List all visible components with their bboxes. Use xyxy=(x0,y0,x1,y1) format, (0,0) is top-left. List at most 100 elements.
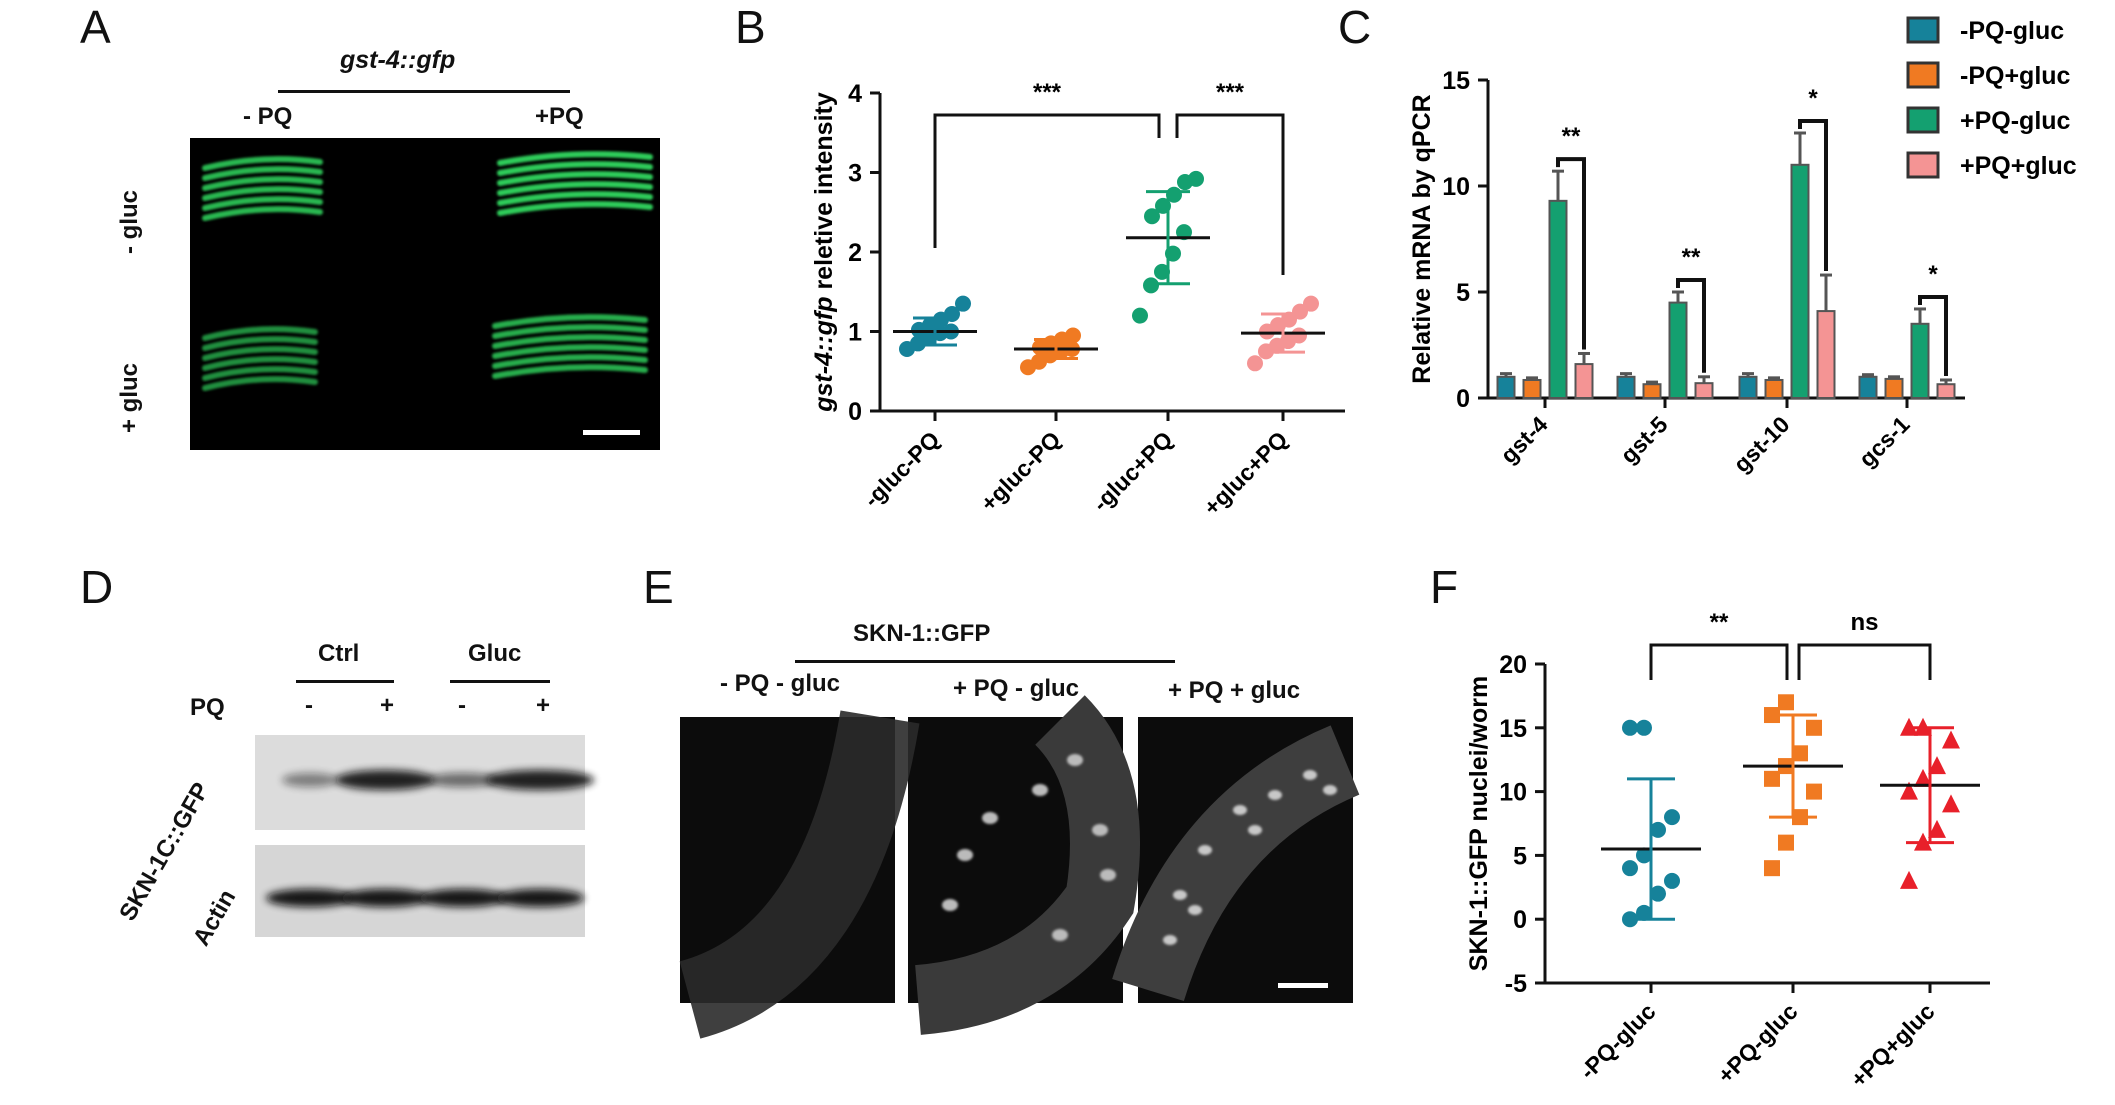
worm-shape xyxy=(202,166,323,181)
nucleus xyxy=(1268,790,1282,800)
bar xyxy=(1616,375,1636,399)
data-point xyxy=(1806,719,1822,736)
x-tick-label: +gluc+PQ xyxy=(1198,426,1292,520)
panel-d-pq-label: PQ xyxy=(190,694,225,721)
x-tick-label: -PQ-gluc xyxy=(1574,998,1660,1084)
worm-shape xyxy=(202,326,318,341)
y-tick-label: 0 xyxy=(1513,906,1527,934)
data-point xyxy=(1176,224,1192,241)
data-point xyxy=(1143,277,1159,294)
worm-shape xyxy=(497,151,653,166)
panel-e-micrographs xyxy=(678,695,1360,1039)
worm-body xyxy=(914,695,1140,1035)
worm-shape xyxy=(202,346,318,361)
y-axis-label-italic: gst-4::gfp xyxy=(810,297,838,413)
panel-d-ctrl-rule xyxy=(296,680,394,683)
y-tick-label: 5 xyxy=(1513,842,1527,870)
worm-shape xyxy=(492,354,648,369)
data-point xyxy=(1247,355,1263,372)
panel-e-col-2: + PQ - gluc xyxy=(953,675,1080,702)
data-point xyxy=(1622,719,1638,736)
legend-swatch xyxy=(1906,151,1940,179)
data-point xyxy=(1650,821,1666,838)
panel-a-col-minus-pq: - PQ xyxy=(243,103,293,130)
nucleus xyxy=(957,849,973,861)
panel-d-pq-mark: + xyxy=(536,692,551,719)
blot-band-skn1 xyxy=(486,770,594,790)
data-point xyxy=(1942,794,1960,813)
worm-shape xyxy=(202,186,323,201)
blot-band-actin xyxy=(419,889,507,907)
y-tick-label: 0 xyxy=(848,398,862,426)
worm-shape xyxy=(492,344,648,359)
data-point xyxy=(1622,860,1638,877)
panel-d-group-ctrl: Ctrl xyxy=(318,640,360,667)
y-tick-label: 3 xyxy=(848,160,862,188)
worm-shape xyxy=(202,336,318,351)
data-point xyxy=(1928,819,1946,838)
worm-shape xyxy=(202,156,323,171)
y-tick-label: 4 xyxy=(848,80,862,108)
bar xyxy=(1642,383,1662,400)
legend-label: +PQ+gluc xyxy=(1960,152,2077,180)
worm-shape xyxy=(497,191,653,206)
bar xyxy=(1522,378,1542,400)
nucleus xyxy=(1188,905,1202,915)
panel-d-pq-mark: - xyxy=(458,692,466,719)
nucleus xyxy=(1173,890,1187,900)
significance-bracket xyxy=(1797,643,1932,680)
blot-band-actin xyxy=(496,889,584,907)
panel-e-col-1: - PQ - gluc xyxy=(720,670,840,697)
blot-band-actin xyxy=(341,889,429,907)
y-axis-label: SKN-1::GFP nuclei/worm xyxy=(1465,676,1493,971)
data-point xyxy=(1132,307,1148,324)
panel-d-pq-mark: - xyxy=(305,692,313,719)
bar xyxy=(1574,363,1594,399)
nucleus xyxy=(1100,869,1116,881)
legend-swatch xyxy=(1906,16,1940,44)
blot-band-skn1 xyxy=(282,773,338,787)
nucleus xyxy=(1323,785,1337,795)
nucleus xyxy=(1163,935,1177,945)
bar xyxy=(1668,301,1688,400)
worm-shape xyxy=(202,206,323,221)
data-point xyxy=(1942,730,1960,749)
nucleus xyxy=(1092,824,1108,836)
bar xyxy=(1790,163,1810,399)
worm-shape xyxy=(492,364,648,379)
significance-label: * xyxy=(1808,85,1818,112)
panel-d-blot xyxy=(255,735,594,937)
bar xyxy=(1858,375,1878,399)
data-point xyxy=(1778,694,1794,711)
panel-letter-c: C xyxy=(1338,1,1372,53)
panel-a-header-rule xyxy=(278,90,570,93)
data-point xyxy=(1188,170,1204,187)
y-axis-label-rest: reletive intensity xyxy=(810,92,838,296)
x-tick-label: +PQ+gluc xyxy=(1845,998,1939,1092)
data-point xyxy=(1914,768,1932,787)
data-point xyxy=(1764,770,1780,787)
x-tick-label: gst-10 xyxy=(1728,411,1794,477)
worm-group xyxy=(202,151,653,391)
y-tick-label: 2 xyxy=(848,239,862,267)
nucleus xyxy=(982,812,998,824)
significance-label: ns xyxy=(1850,609,1878,636)
significance-label: *** xyxy=(1033,79,1062,106)
nucleus xyxy=(1248,825,1262,835)
data-point xyxy=(1900,870,1918,889)
bar xyxy=(1884,377,1904,400)
panel-a-micrograph xyxy=(190,138,660,450)
y-tick-label: -5 xyxy=(1505,970,1527,998)
worm-shape xyxy=(497,161,653,176)
x-tick-label: +gluc-PQ xyxy=(975,426,1065,516)
bar xyxy=(1910,322,1930,399)
y-tick-label: 10 xyxy=(1499,779,1527,807)
data-point xyxy=(1928,756,1946,775)
worm-shape xyxy=(202,366,318,381)
x-tick-label: -gluc+PQ xyxy=(1087,426,1177,516)
nucleus xyxy=(1052,929,1068,941)
nucleus xyxy=(1233,805,1247,815)
significance-bracket xyxy=(933,113,1161,248)
significance-bracket xyxy=(1918,294,1948,376)
